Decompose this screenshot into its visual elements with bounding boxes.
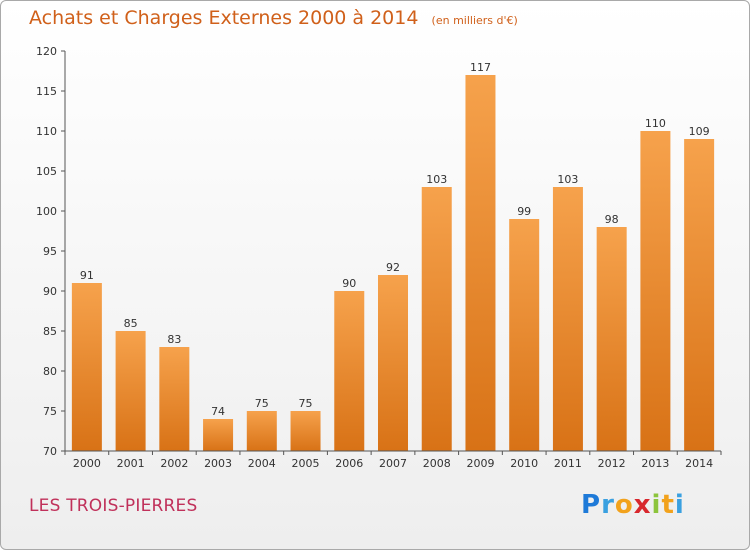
y-tick-label-75: 75 <box>43 405 57 418</box>
bar-2009 <box>465 75 496 451</box>
bar-2003 <box>203 419 234 451</box>
axis-layer: 2000 2001 2002 2003 2004 2005 2006 2007 2008 2009… <box>36 45 722 470</box>
bar-2005 <box>290 411 321 451</box>
y-tick-label-120: 120 <box>36 45 57 58</box>
x-tick-label-2007: 2007 <box>379 457 407 470</box>
logo-letter: P <box>581 490 602 520</box>
bar-2011 <box>552 187 583 451</box>
proxiti-logo[interactable]: Proxiti <box>581 490 685 520</box>
y-tick-label-115: 115 <box>36 85 57 98</box>
value-label-2012: 98 <box>605 213 619 226</box>
bar-2001 <box>115 331 146 451</box>
bar-2004 <box>246 411 277 451</box>
x-tick-label-2004: 2004 <box>248 457 276 470</box>
x-tick-label-2013: 2013 <box>641 457 669 470</box>
chart-title: Achats et Charges Externes 2000 à 2014 <box>29 7 419 29</box>
x-tick-label-2012: 2012 <box>598 457 626 470</box>
value-label-2009: 117 <box>470 61 491 74</box>
x-tick-label-2008: 2008 <box>423 457 451 470</box>
y-tick-label-100: 100 <box>36 205 57 218</box>
bar-2013 <box>640 131 671 451</box>
title-row: Achats et Charges Externes 2000 à 2014 (… <box>29 7 518 29</box>
x-tick-label-2009: 2009 <box>466 457 494 470</box>
value-label-2004: 75 <box>255 397 269 410</box>
x-tick-label-2014: 2014 <box>685 457 713 470</box>
value-label-2003: 74 <box>211 405 225 418</box>
value-label-2000: 91 <box>80 269 94 282</box>
x-tick-label-2002: 2002 <box>160 457 188 470</box>
value-label-2001: 85 <box>124 317 138 330</box>
x-tick-label-2001: 2001 <box>117 457 145 470</box>
value-label-2007: 92 <box>386 261 400 274</box>
y-tick-label-95: 95 <box>43 245 57 258</box>
bar-2007 <box>378 275 408 451</box>
bar-2008 <box>421 187 452 451</box>
x-tick-label-2005: 2005 <box>292 457 320 470</box>
y-tick-label-90: 90 <box>43 285 57 298</box>
bar-2006 <box>334 291 365 451</box>
value-label-2008: 103 <box>426 173 447 186</box>
value-label-2006: 90 <box>342 277 356 290</box>
x-tick-label-2003: 2003 <box>204 457 232 470</box>
value-label-2010: 99 <box>517 205 531 218</box>
bar-2000 <box>71 283 102 451</box>
y-tick-label-85: 85 <box>43 325 57 338</box>
bar-2010 <box>509 219 540 451</box>
value-label-2005: 75 <box>299 397 313 410</box>
logo-letter: r <box>601 490 615 520</box>
x-tick-label-2000: 2000 <box>73 457 101 470</box>
x-tick-label-2006: 2006 <box>335 457 363 470</box>
logo-letter: o <box>614 490 634 520</box>
logo-letter: i <box>674 490 685 520</box>
y-tick-label-70: 70 <box>43 445 57 458</box>
x-tick-label-2011: 2011 <box>554 457 582 470</box>
logo-letter: i <box>651 490 662 520</box>
bar-2002 <box>159 347 190 451</box>
value-label-2013: 110 <box>645 117 666 130</box>
x-tick-label-2010: 2010 <box>510 457 538 470</box>
commune-name: LES TROIS-PIERRES <box>29 496 198 516</box>
value-label-2011: 103 <box>557 173 578 186</box>
value-label-2002: 83 <box>167 333 181 346</box>
bars-layer: 91 85 83 74 75 75 90 92 103 117 99 103 98 110 109 <box>71 61 715 451</box>
y-tick-label-110: 110 <box>36 125 57 138</box>
y-tick-label-80: 80 <box>43 365 57 378</box>
bar-2012 <box>596 227 627 451</box>
value-label-2014: 109 <box>689 125 710 138</box>
logo-letter: t <box>661 490 675 520</box>
bar-2014 <box>684 139 715 451</box>
chart-subtitle: (en milliers d'€) <box>431 14 518 27</box>
logo-letter: x <box>633 490 652 520</box>
y-tick-label-105: 105 <box>36 165 57 178</box>
